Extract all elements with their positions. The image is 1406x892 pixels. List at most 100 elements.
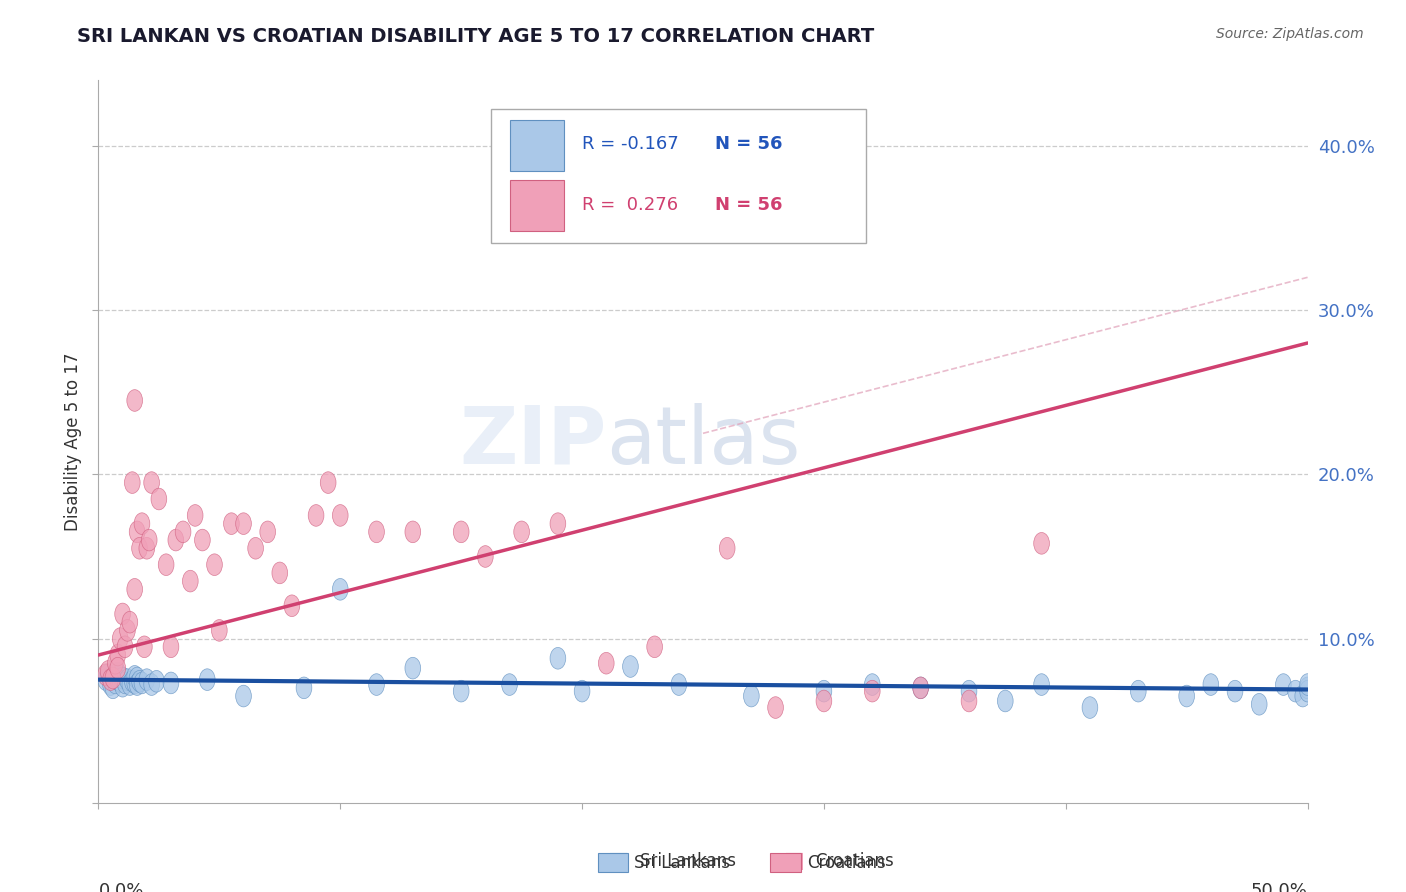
FancyBboxPatch shape xyxy=(492,109,866,243)
Ellipse shape xyxy=(117,672,134,694)
Ellipse shape xyxy=(224,513,239,534)
Ellipse shape xyxy=(105,677,121,698)
Ellipse shape xyxy=(1083,697,1098,718)
Ellipse shape xyxy=(127,665,142,687)
Ellipse shape xyxy=(912,677,928,698)
Ellipse shape xyxy=(478,546,494,567)
Text: ZIP: ZIP xyxy=(458,402,606,481)
Ellipse shape xyxy=(321,472,336,493)
Ellipse shape xyxy=(105,667,121,689)
Text: N = 56: N = 56 xyxy=(716,195,783,213)
Ellipse shape xyxy=(1299,677,1316,698)
Ellipse shape xyxy=(183,570,198,592)
Ellipse shape xyxy=(127,390,142,411)
Ellipse shape xyxy=(110,669,125,690)
Ellipse shape xyxy=(1130,681,1146,702)
Text: Source: ZipAtlas.com: Source: ZipAtlas.com xyxy=(1216,27,1364,41)
Ellipse shape xyxy=(332,579,349,600)
Ellipse shape xyxy=(132,671,148,692)
Ellipse shape xyxy=(284,595,299,616)
Text: 50.0%: 50.0% xyxy=(1251,881,1308,892)
Ellipse shape xyxy=(308,505,323,526)
Text: Croatians: Croatians xyxy=(807,854,886,871)
Ellipse shape xyxy=(1204,673,1219,696)
Ellipse shape xyxy=(1299,681,1316,702)
Ellipse shape xyxy=(671,673,686,696)
Ellipse shape xyxy=(997,690,1014,712)
Ellipse shape xyxy=(127,579,142,600)
Ellipse shape xyxy=(150,488,167,510)
Ellipse shape xyxy=(962,681,977,702)
Ellipse shape xyxy=(1295,685,1310,706)
Ellipse shape xyxy=(127,672,142,694)
Ellipse shape xyxy=(167,529,184,551)
Ellipse shape xyxy=(139,538,155,559)
Ellipse shape xyxy=(122,611,138,633)
Text: R =  0.276: R = 0.276 xyxy=(582,195,678,213)
Ellipse shape xyxy=(120,620,135,641)
Ellipse shape xyxy=(962,690,977,712)
Ellipse shape xyxy=(122,673,138,696)
Ellipse shape xyxy=(599,652,614,674)
Ellipse shape xyxy=(550,513,565,534)
Ellipse shape xyxy=(260,521,276,542)
Ellipse shape xyxy=(1299,673,1316,696)
Ellipse shape xyxy=(200,669,215,690)
Ellipse shape xyxy=(107,665,124,687)
Ellipse shape xyxy=(815,681,832,702)
Ellipse shape xyxy=(129,667,145,689)
Ellipse shape xyxy=(143,673,159,696)
Ellipse shape xyxy=(134,672,150,694)
Ellipse shape xyxy=(159,554,174,575)
Ellipse shape xyxy=(1288,681,1303,702)
Ellipse shape xyxy=(163,636,179,657)
FancyBboxPatch shape xyxy=(509,120,564,170)
Ellipse shape xyxy=(865,673,880,696)
Ellipse shape xyxy=(194,529,211,551)
Ellipse shape xyxy=(405,657,420,679)
Ellipse shape xyxy=(236,685,252,706)
Ellipse shape xyxy=(107,652,124,674)
Ellipse shape xyxy=(115,667,131,689)
Ellipse shape xyxy=(865,681,880,702)
FancyBboxPatch shape xyxy=(509,180,564,230)
Ellipse shape xyxy=(139,669,155,690)
Ellipse shape xyxy=(247,538,263,559)
Ellipse shape xyxy=(1033,673,1049,696)
Text: Croatians: Croatians xyxy=(815,852,894,870)
Ellipse shape xyxy=(110,644,125,665)
Ellipse shape xyxy=(1227,681,1243,702)
Ellipse shape xyxy=(120,669,135,690)
Ellipse shape xyxy=(647,636,662,657)
Ellipse shape xyxy=(574,681,591,702)
Text: atlas: atlas xyxy=(606,402,800,481)
Ellipse shape xyxy=(129,521,145,542)
Ellipse shape xyxy=(112,628,128,649)
Ellipse shape xyxy=(176,521,191,542)
Ellipse shape xyxy=(115,675,131,697)
Ellipse shape xyxy=(211,620,228,641)
Text: Sri Lankans: Sri Lankans xyxy=(640,852,735,870)
Ellipse shape xyxy=(332,505,349,526)
Ellipse shape xyxy=(720,538,735,559)
Ellipse shape xyxy=(1251,693,1267,715)
Ellipse shape xyxy=(271,562,288,583)
Ellipse shape xyxy=(143,472,159,493)
Ellipse shape xyxy=(368,673,384,696)
Ellipse shape xyxy=(297,677,312,698)
Ellipse shape xyxy=(98,664,114,686)
Ellipse shape xyxy=(112,671,128,692)
Text: Sri Lankans: Sri Lankans xyxy=(634,854,730,871)
Ellipse shape xyxy=(236,513,252,534)
Ellipse shape xyxy=(100,664,115,686)
Ellipse shape xyxy=(136,636,152,657)
Ellipse shape xyxy=(110,662,125,684)
Ellipse shape xyxy=(129,673,145,696)
Ellipse shape xyxy=(623,656,638,677)
Y-axis label: Disability Age 5 to 17: Disability Age 5 to 17 xyxy=(63,352,82,531)
Ellipse shape xyxy=(124,472,141,493)
Ellipse shape xyxy=(513,521,530,542)
Ellipse shape xyxy=(405,521,420,542)
Text: □: □ xyxy=(609,851,628,871)
Ellipse shape xyxy=(453,681,470,702)
